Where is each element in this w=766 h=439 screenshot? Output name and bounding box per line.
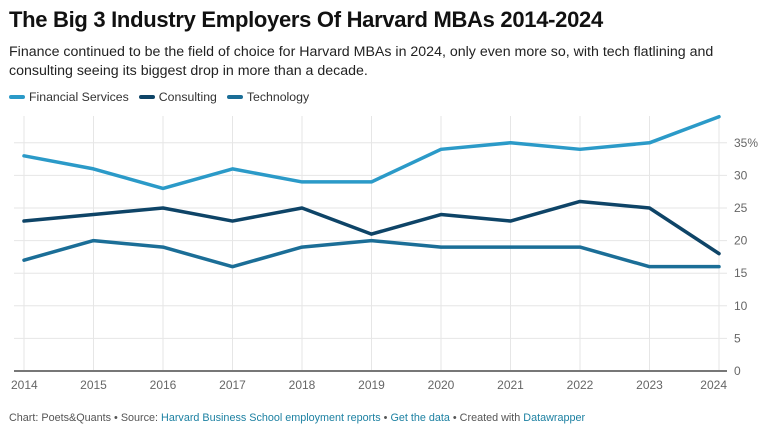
x-axis-labels: 2014 2015 2016 2017 2018 2019 2020 2021 2022 2023… [11, 378, 727, 392]
chart-footer: Chart: Poets&Quants • Source: Harvard Bu… [9, 412, 585, 424]
datawrapper-link[interactable]: Datawrapper [523, 412, 586, 424]
legend-swatch-consulting [138, 95, 155, 99]
chart-credit: Chart: Poets&Quants [9, 412, 112, 424]
y-tick-label: 15 [734, 266, 748, 280]
legend-item-financial-services: Financial Services [9, 90, 129, 104]
separator: • [449, 412, 460, 424]
legend-swatch-technology [226, 95, 243, 99]
y-axis-labels: 0 5 10 15 20 25 30 35% [734, 136, 758, 378]
y-tick-label: 30 [734, 168, 748, 182]
source-link[interactable]: Harvard Business School employment repor… [161, 412, 381, 424]
x-tick-label: 2022 [567, 378, 594, 392]
y-tick-label: 10 [734, 299, 748, 313]
legend-label: Financial Services [29, 90, 129, 104]
chart-title: The Big 3 Industry Employers Of Harvard … [9, 7, 603, 32]
series-lines [22, 114, 721, 269]
legend: Financial Services Consulting Technology [9, 90, 309, 104]
x-tick-label: 2024 [700, 378, 727, 392]
source-prefix: Source: [120, 412, 162, 424]
get-data-link[interactable]: Get the data [390, 412, 450, 424]
x-tick-label: 2014 [11, 378, 38, 392]
legend-swatch-financial-services [9, 95, 25, 99]
x-tick-label: 2017 [219, 378, 246, 392]
x-tick-label: 2015 [80, 378, 107, 392]
y-tick-label: 5 [734, 331, 741, 345]
separator: • [380, 412, 391, 424]
created-with-label: Created with [459, 412, 524, 424]
x-tick-label: 2020 [428, 378, 455, 392]
y-tick-label: 0 [734, 364, 741, 378]
x-tick-label: 2018 [289, 378, 316, 392]
y-tick-label: 20 [734, 234, 748, 248]
x-tick-label: 2021 [497, 378, 524, 392]
legend-item-consulting: Consulting [138, 90, 217, 104]
y-tick-label: 35% [734, 136, 758, 150]
x-tick-label: 2019 [358, 378, 385, 392]
gridlines [14, 116, 727, 372]
legend-label: Technology [246, 90, 310, 104]
x-tick-label: 2016 [150, 378, 177, 392]
chart-subtitle: Finance continued to be the field of cho… [9, 44, 714, 79]
separator: • [111, 412, 121, 424]
legend-item-technology: Technology [226, 90, 310, 104]
legend-label: Consulting [158, 90, 217, 104]
y-tick-label: 25 [734, 201, 748, 215]
x-tick-label: 2023 [636, 378, 663, 392]
